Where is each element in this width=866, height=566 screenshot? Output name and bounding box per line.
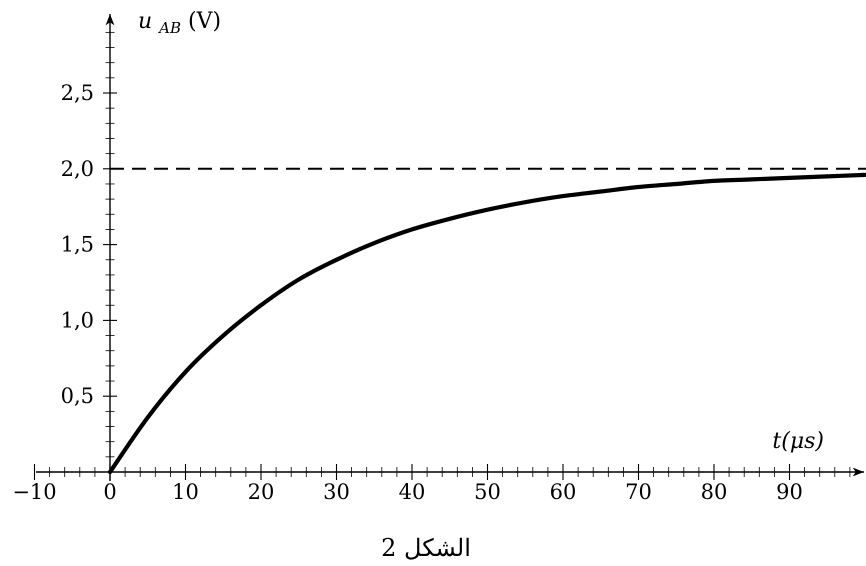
y-axis-label-sub: AB <box>157 19 181 37</box>
x-tick-label: 50 <box>474 480 501 504</box>
tick-labels: −10 0 10 20 30 40 50 60 70 80 90 0,5 1,0 1,5 2,0 2,5 <box>12 81 803 504</box>
x-tick-label: 0 <box>103 480 116 504</box>
y-axis-label-unit: (V) <box>188 9 221 34</box>
x-tick-label: 70 <box>625 480 652 504</box>
x-tick-label: 30 <box>323 480 350 504</box>
axis-ticks <box>33 31 851 480</box>
y-tick-label: 2,0 <box>61 157 94 181</box>
y-tick-label: 1,5 <box>61 233 94 257</box>
x-tick-label: 80 <box>701 480 728 504</box>
data-curve <box>107 172 866 475</box>
x-axis-label: t(μs) <box>772 429 824 454</box>
y-tick-label: 1,0 <box>61 308 94 332</box>
x-tick-label: 10 <box>172 480 199 504</box>
y-axis-label-main: u <box>138 9 152 34</box>
x-tick-label: 40 <box>399 480 426 504</box>
y-tick-label: 2,5 <box>61 81 94 105</box>
x-tick-label: 60 <box>550 480 577 504</box>
y-axis-label: u AB (V) <box>138 9 221 39</box>
x-tick-label: 20 <box>248 480 275 504</box>
figure-caption: الشكل 2 <box>381 534 471 562</box>
series-layer <box>107 172 866 475</box>
y-tick-label: 0,5 <box>61 384 94 408</box>
x-tick-label: 90 <box>776 480 803 504</box>
x-tick-label: −10 <box>12 480 56 504</box>
